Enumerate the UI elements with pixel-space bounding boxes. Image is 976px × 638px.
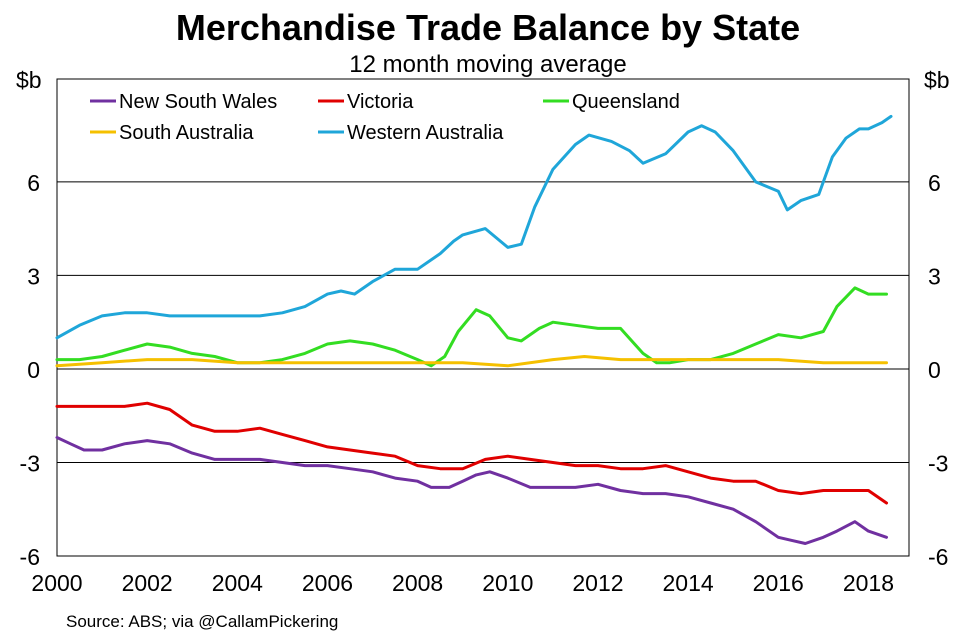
y-axis-right: -6 -3 0 3 6 xyxy=(928,170,948,570)
y-tick-left-2: 0 xyxy=(27,357,40,383)
y-tick-right-0: -6 xyxy=(928,544,948,570)
x-tick-5: 2010 xyxy=(482,570,533,596)
x-axis: 2000 2002 2004 2006 2008 2010 2012 2014 2016 2018 xyxy=(31,570,894,596)
series-line-south-australia xyxy=(55,355,888,368)
x-tick-7: 2014 xyxy=(663,570,714,596)
y-tick-left-0: -6 xyxy=(20,544,40,570)
gridlines xyxy=(57,181,909,463)
series-lines xyxy=(55,114,893,545)
y-tick-right-4: 6 xyxy=(928,170,941,196)
y-tick-left-1: -3 xyxy=(20,450,40,476)
legend-label-south-australia: South Australia xyxy=(119,122,254,144)
series-line-queensland xyxy=(55,286,888,368)
y-axis-label-right: $b xyxy=(924,67,950,93)
x-tick-8: 2016 xyxy=(753,570,804,596)
y-axis-label-left: $b xyxy=(16,67,42,93)
legend-label-victoria: Victoria xyxy=(347,91,414,113)
legend-label-western-australia: Western Australia xyxy=(347,122,504,144)
legend: New South Wales Victoria Queensland South A… xyxy=(90,91,680,144)
y-axis-left: -6 -3 0 3 6 xyxy=(20,170,40,570)
y-tick-left-3: 3 xyxy=(27,263,40,289)
x-tick-4: 2008 xyxy=(392,570,443,596)
x-tick-9: 2018 xyxy=(843,570,894,596)
x-tick-6: 2012 xyxy=(572,570,623,596)
series-line-new-south-wales xyxy=(55,436,888,545)
x-tick-2: 2004 xyxy=(212,570,263,596)
chart-title: Merchandise Trade Balance by State xyxy=(176,7,800,48)
y-tick-left-4: 6 xyxy=(27,170,40,196)
plot-area xyxy=(56,78,910,557)
y-tick-right-3: 3 xyxy=(928,263,941,289)
x-tick-0: 2000 xyxy=(31,570,82,596)
chart-subtitle: 12 month moving average xyxy=(349,51,627,78)
y-tick-right-1: -3 xyxy=(928,450,948,476)
series-line-victoria xyxy=(55,401,888,505)
x-tick-1: 2002 xyxy=(122,570,173,596)
x-tick-3: 2006 xyxy=(302,570,353,596)
y-tick-right-2: 0 xyxy=(928,357,941,383)
series-line-western-australia xyxy=(55,114,893,340)
legend-label-queensland: Queensland xyxy=(572,91,680,113)
legend-label-new-south-wales: New South Wales xyxy=(119,91,277,113)
source-note: Source: ABS; via @CallamPickering xyxy=(66,612,338,631)
